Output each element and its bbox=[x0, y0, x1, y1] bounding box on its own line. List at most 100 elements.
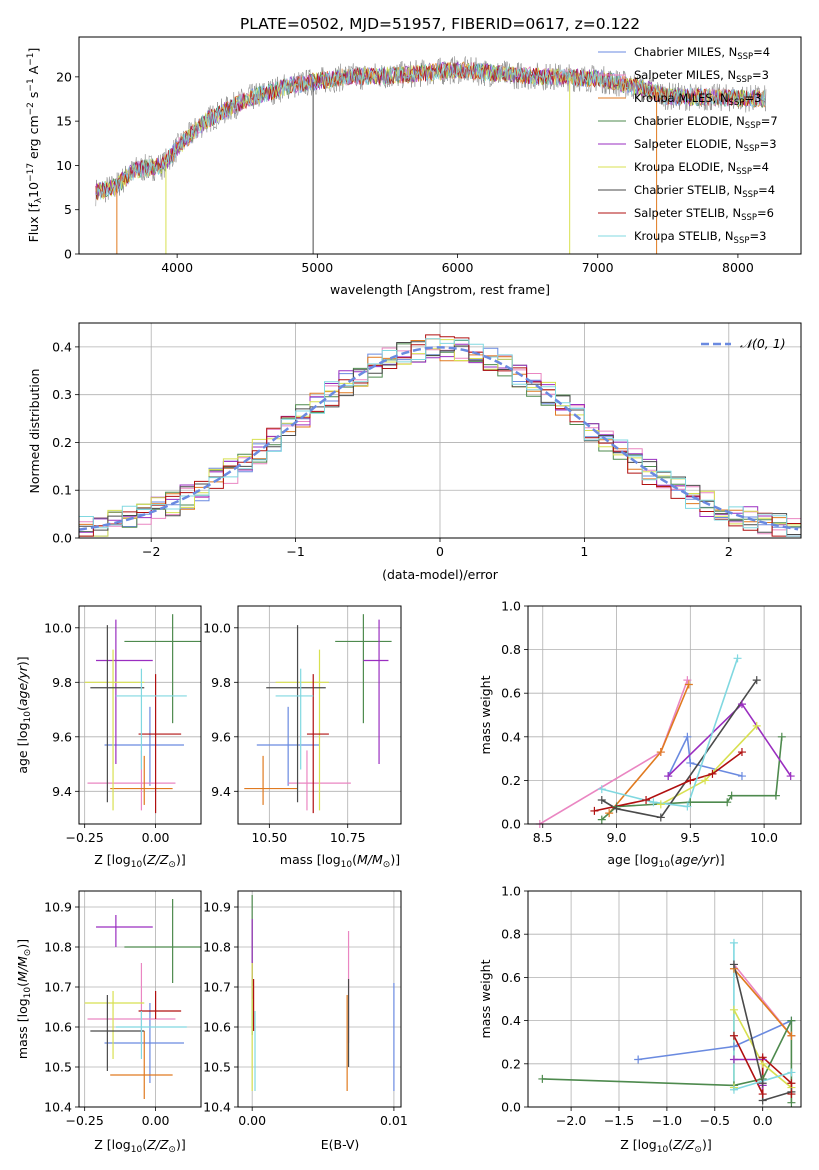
y-tick-label: 0.4 bbox=[501, 1013, 521, 1028]
legend-label: Kroupa STELIB, N bbox=[634, 229, 734, 243]
y-tick-label: 0.6 bbox=[501, 686, 521, 701]
label-part: ⊙ bbox=[694, 1145, 702, 1155]
y-tick-label: 9.6 bbox=[52, 729, 72, 744]
label-part: )] bbox=[15, 656, 30, 666]
y-tick-label: 10.5 bbox=[44, 1060, 72, 1075]
y-tick-label: 10.7 bbox=[44, 980, 72, 995]
weight-marker-salpeter-elodie bbox=[786, 772, 795, 781]
weight-marker-chabrier-stelib bbox=[729, 960, 738, 969]
y-tick-label: 10.0 bbox=[203, 620, 231, 635]
y-tick-label: 1.0 bbox=[501, 599, 521, 614]
label-part: age [log bbox=[15, 722, 30, 773]
y-tick-label: 15 bbox=[56, 114, 72, 129]
legend-entry: Salpeter MILES, NSSP=3 bbox=[634, 68, 769, 85]
weight-marker-salpeter-stelib bbox=[758, 1053, 767, 1062]
weight-marker-kroupa-stelib bbox=[729, 1085, 738, 1094]
x-tick-label: 10.0 bbox=[750, 830, 778, 845]
x-tick-label: −0.25 bbox=[66, 1113, 104, 1128]
label-part: 10 bbox=[131, 1145, 143, 1155]
y-axis-label: Normed distribution bbox=[27, 369, 42, 494]
legend-subscript: SSP bbox=[742, 190, 758, 200]
label-part: ( bbox=[352, 852, 357, 867]
x-tick-label: −1 bbox=[286, 544, 304, 559]
label-part: )] bbox=[702, 1137, 712, 1152]
label-part: )] bbox=[15, 939, 30, 949]
label-part: 10 bbox=[657, 1145, 669, 1155]
label-part: 10 bbox=[341, 860, 353, 870]
x-tick-label: −2.0 bbox=[556, 1113, 586, 1128]
weight-marker-salpeter-stelib bbox=[686, 776, 695, 785]
y-label-part: −17 bbox=[26, 163, 36, 182]
weight-marker-salpeter-elodie bbox=[737, 700, 746, 709]
legend-entry: Chabrier STELIB, NSSP=4 bbox=[634, 183, 775, 200]
x-axis-label: E(B-V) bbox=[321, 1137, 360, 1152]
weight-marker-kroupa-miles bbox=[605, 809, 614, 818]
legend-subscript: SSP bbox=[736, 167, 752, 177]
legend-subscript: SSP bbox=[736, 75, 752, 85]
weight-marker-salpeter-stelib bbox=[708, 769, 717, 778]
y-tick-label: 1.0 bbox=[501, 884, 521, 899]
weight-marker-chabrier-elodie bbox=[777, 732, 786, 741]
y-tick-label: 10.9 bbox=[44, 900, 72, 915]
y-axis-label: Flux [fλ10−17 erg cm−2 s−1 A−1] bbox=[26, 48, 44, 243]
x-tick-label: 0.00 bbox=[142, 830, 170, 845]
label-part: ( bbox=[670, 852, 675, 867]
label-part: )] bbox=[176, 852, 186, 867]
y-label-part: 10 bbox=[26, 182, 41, 198]
legend-count: =3 bbox=[760, 137, 777, 151]
label-part: Z [log bbox=[94, 1137, 130, 1152]
y-tick-label: 0.0 bbox=[501, 817, 521, 832]
label-part: ( bbox=[15, 982, 30, 987]
legend-subscript: SSP bbox=[745, 121, 761, 131]
y-tick-label: 0.8 bbox=[501, 642, 521, 657]
gaussian-curve bbox=[79, 346, 799, 531]
label-part: mass [log bbox=[15, 998, 30, 1059]
label-part: )] bbox=[176, 1137, 186, 1152]
y-tick-label: 10.5 bbox=[203, 1060, 231, 1075]
weight-marker-chabrier-stelib bbox=[597, 796, 606, 805]
weight-marker-salpeter-stelib bbox=[787, 1079, 796, 1088]
y-axis-label: mass weight bbox=[478, 675, 493, 754]
weight-marker-chabrier-elodie bbox=[727, 791, 736, 800]
weight-marker-chabrier-elodie bbox=[771, 791, 780, 800]
x-tick-label: 5000 bbox=[301, 260, 333, 275]
legend-count: =4 bbox=[752, 160, 769, 174]
x-tick-label: 9.5 bbox=[680, 830, 700, 845]
weight-marker-kroupa-stelib bbox=[683, 802, 692, 811]
plot-area bbox=[95, 56, 767, 254]
y-tick-label: 0.6 bbox=[501, 970, 521, 985]
label-part: ( bbox=[15, 706, 30, 711]
y-tick-label: 10.6 bbox=[44, 1020, 72, 1035]
axes-frame bbox=[78, 605, 202, 825]
weight-marker-chabrier-stelib bbox=[752, 676, 761, 685]
y-tick-label: 0.0 bbox=[501, 1100, 521, 1115]
legend-count: =3 bbox=[744, 91, 761, 105]
figure-title: PLATE=0502, MJD=51957, FIBERID=0617, z=0… bbox=[240, 15, 640, 33]
weight-marker-kroupa-stelib bbox=[729, 938, 738, 947]
weight-line-kroupa-miles bbox=[733, 968, 793, 1037]
weight-marker-kroupa-stelib bbox=[649, 798, 658, 807]
legend-label: Salpeter MILES, N bbox=[634, 68, 736, 82]
label-part: ( bbox=[142, 1137, 147, 1152]
y-label-part: s bbox=[26, 92, 41, 103]
x-axis-label: Z [log10(Z/Z⊙)] bbox=[94, 1137, 185, 1155]
legend-label: Kroupa ELODIE, N bbox=[634, 160, 736, 174]
label-part: M/M bbox=[15, 956, 30, 982]
y-tick-label: 20 bbox=[56, 69, 72, 84]
weight-marker-salpeter-stelib bbox=[758, 1090, 767, 1099]
plot-area bbox=[539, 658, 792, 824]
y-tick-label: 10.6 bbox=[203, 1020, 231, 1035]
legend-count: =3 bbox=[749, 229, 766, 243]
label-part: ⊙ bbox=[168, 860, 176, 870]
weight-marker-chabrier-elodie bbox=[538, 1074, 547, 1083]
weight-marker-salpeter-stelib bbox=[590, 806, 599, 815]
weight-marker-salpeter-elodie bbox=[729, 1055, 738, 1064]
weight-marker-kroupa-stelib bbox=[733, 654, 742, 663]
y-label-part: A bbox=[26, 65, 41, 78]
y-tick-label: 9.4 bbox=[211, 784, 231, 799]
weight-marker-salpeter-stelib bbox=[787, 1090, 796, 1099]
weight-marker-kroupa-elodie bbox=[729, 1005, 738, 1014]
y-tick-label: 0.2 bbox=[501, 773, 521, 788]
legend-count: =4 bbox=[758, 183, 775, 197]
